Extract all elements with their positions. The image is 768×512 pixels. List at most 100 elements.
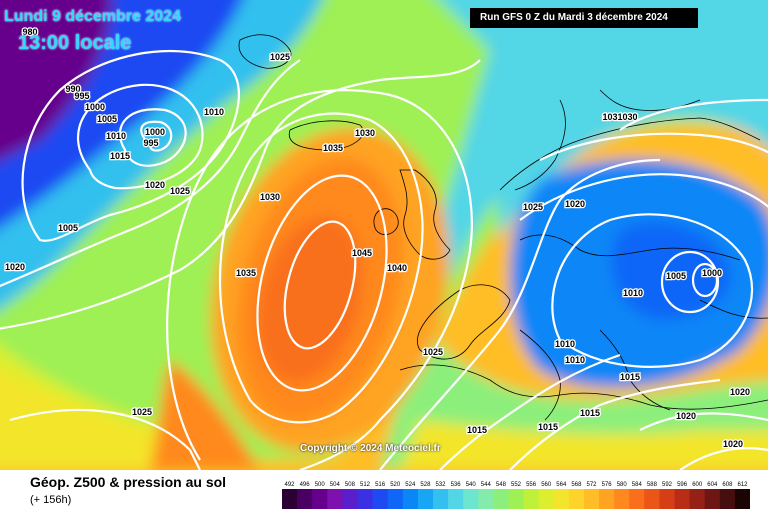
scale-tick-label: 556 [526, 482, 537, 488]
scale-tick-label: 496 [300, 482, 311, 488]
isobar-label: 1035 [236, 268, 256, 278]
scale-swatch [282, 489, 298, 509]
isobar-label: 1015 [580, 408, 600, 418]
scale-tick-label: 528 [420, 482, 431, 488]
scale-swatch [327, 489, 343, 509]
isobar-label: 1035 [323, 143, 343, 153]
coastlines [238, 34, 768, 421]
scale-tick-label: 604 [707, 482, 718, 488]
forecast-date: Lundi 9 décembre 2024 [4, 8, 181, 25]
scale-tick-label: 608 [722, 482, 733, 488]
scale-swatch [674, 489, 691, 509]
scale-swatch [417, 489, 434, 509]
scale-swatch [659, 489, 675, 509]
scale-swatch [433, 489, 449, 509]
scale-tick-label: 540 [466, 482, 477, 488]
isobar-label: 1020 [145, 180, 165, 190]
scale-tick-label: 564 [556, 482, 567, 488]
scale-swatch [508, 489, 525, 509]
scale-tick-label: 568 [571, 482, 582, 488]
isobar-label: 1005 [97, 114, 117, 124]
scale-tick-label: 596 [677, 482, 688, 488]
scale-tick-label: 584 [632, 482, 643, 488]
scale-swatch [297, 489, 313, 509]
scale-swatch [689, 489, 706, 509]
isobar-label: 1015 [538, 422, 558, 432]
scale-swatch [478, 489, 494, 509]
isobar-label: 1020 [565, 199, 585, 209]
isobar-label: 1025 [132, 407, 152, 417]
isobar-label: 1005 [666, 271, 686, 281]
isobar-label: 1025 [423, 347, 443, 357]
isobar-label: 1010 [623, 288, 643, 298]
scale-tick-label: 492 [284, 482, 295, 488]
scale-swatch [629, 489, 645, 509]
scale-swatch [568, 489, 585, 509]
scale-swatch [719, 489, 736, 509]
isobar-label: 1045 [352, 248, 372, 258]
isobar-label: 1005 [58, 223, 78, 233]
isobar-label: 1000 [702, 268, 722, 278]
isobar-label: 1015 [467, 425, 487, 435]
isobar-label: 1020 [730, 387, 750, 397]
scale-tick-label: 504 [330, 482, 341, 488]
geopotential-fill [0, 0, 768, 470]
isobar-label: 1031030 [602, 112, 637, 122]
scale-swatch [493, 489, 509, 509]
scale-swatch [387, 489, 404, 509]
isobar-label: 1025 [170, 186, 190, 196]
scale-tick-label: 516 [375, 482, 386, 488]
isobar-label: 1015 [620, 372, 640, 382]
isobar-label: 1030 [355, 128, 375, 138]
scale-tick-label: 512 [360, 482, 371, 488]
run-info-banner: Run GFS 0 Z du Mardi 3 décembre 2024 [470, 8, 698, 28]
scale-swatch [538, 489, 555, 509]
scale-swatch [583, 489, 600, 509]
scale-swatch [342, 489, 358, 509]
forecast-local-time: 13:00 locale [18, 32, 132, 54]
scale-tick-label: 612 [737, 482, 748, 488]
scale-tick-label: 588 [647, 482, 658, 488]
copyright-notice: Copyright © 2024 Meteociel.fr [300, 443, 441, 454]
isobar-label: 1040 [387, 263, 407, 273]
scale-swatch [599, 489, 615, 509]
isobar-label: 1030 [260, 192, 280, 202]
scale-swatch [704, 489, 721, 509]
isobar-label: 1020 [5, 262, 25, 272]
isobar-label: 1020 [676, 411, 696, 421]
isobar-label: 995 [143, 138, 158, 148]
weather-map: 9809909951000100510101015100099510101020… [0, 0, 768, 470]
scale-tick-label: 580 [617, 482, 628, 488]
isobar-label: 1020 [723, 439, 743, 449]
scale-tick-label: 600 [692, 482, 703, 488]
isobar-label: 990 [65, 84, 80, 94]
isobar-label: 1025 [270, 52, 290, 62]
scale-tick-label: 548 [496, 482, 507, 488]
scale-swatch [448, 489, 464, 509]
forecast-offset: (+ 156h) [30, 494, 72, 506]
scale-tick-label: 524 [405, 482, 416, 488]
scale-swatch [523, 489, 540, 509]
scale-swatch [312, 489, 328, 509]
scale-tick-label: 592 [662, 482, 673, 488]
color-scale-legend: 492 496 500 504 508 512 516 520 524 528 532 536 540 5… [282, 482, 750, 509]
isobar-label: 1000 [85, 102, 105, 112]
scale-swatch [357, 489, 374, 509]
scale-tick-label: 532 [435, 482, 446, 488]
scale-swatch [734, 489, 750, 509]
scale-tick-label: 576 [602, 482, 613, 488]
isobar-label: 995 [74, 91, 89, 101]
map-title: Géop. Z500 & pression au sol [30, 474, 227, 490]
scale-tick-label: 560 [541, 482, 552, 488]
scale-tick-label: 500 [315, 482, 326, 488]
scale-swatch [463, 489, 479, 509]
isobar-label: 1000 [145, 127, 165, 137]
isobars [0, 49, 768, 470]
isobar-label: 1010 [555, 339, 575, 349]
scale-tick-label: 508 [345, 482, 356, 488]
scale-swatch [402, 489, 419, 509]
scale-tick-label: 552 [511, 482, 522, 488]
isobar-labels: 9809909951000100510101015100099510101020… [4, 26, 752, 451]
scale-swatch [372, 489, 389, 509]
scale-tick-label: 536 [451, 482, 462, 488]
